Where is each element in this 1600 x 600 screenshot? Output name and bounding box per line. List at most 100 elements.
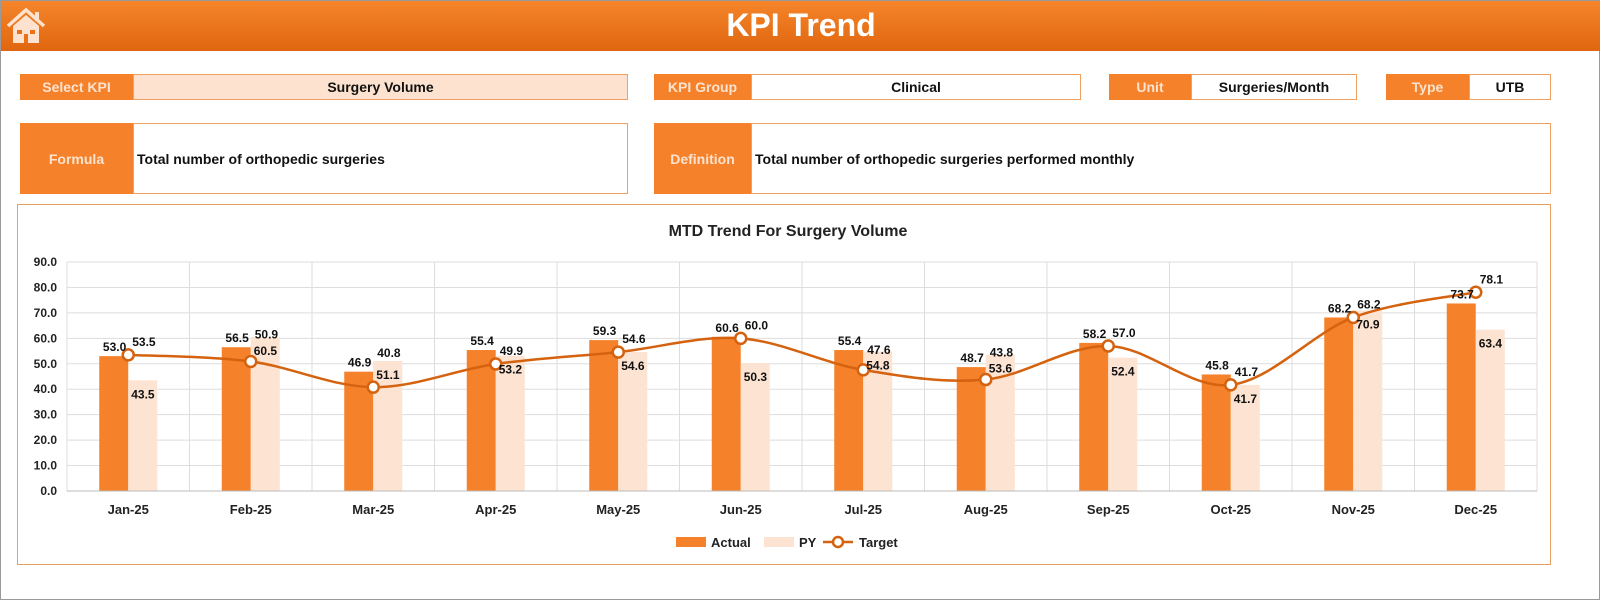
target-data-label: 53.5: [132, 335, 156, 349]
actual-data-label: 45.8: [1205, 358, 1229, 372]
x-tick-label: Nov-25: [1332, 502, 1375, 517]
target-marker: [1469, 285, 1483, 300]
target-data-label: 54.6: [622, 332, 646, 346]
target-data-label: 60.0: [745, 318, 769, 332]
actual-bar: [221, 347, 251, 491]
py-bar: [495, 355, 525, 491]
actual-bar: [589, 340, 619, 491]
chart-container: MTD Trend For Surgery Volume 43.5 53.0 53.…: [17, 204, 1551, 565]
target-marker: [856, 363, 870, 377]
x-tick-label: Jan-25: [108, 502, 149, 517]
y-tick-label: 60.0: [34, 331, 58, 345]
actual-bar: [1201, 374, 1231, 491]
unit-value: Surgeries/Month: [1191, 74, 1357, 100]
x-tick-label: Jun-25: [720, 502, 762, 517]
y-tick-label: 10.0: [34, 459, 58, 473]
definition-value: Total number of orthopedic surgeries per…: [751, 123, 1551, 194]
select-kpi-label: Select KPI: [20, 74, 133, 100]
legend-actual-label: Actual: [711, 535, 751, 550]
actual-bar: [466, 350, 496, 491]
actual-data-label: 55.4: [838, 334, 862, 348]
py-bar: [740, 363, 770, 491]
target-data-label: 40.8: [377, 346, 401, 360]
py-data-label: 53.2: [499, 363, 523, 377]
target-marker: [244, 354, 258, 369]
x-tick-label: Oct-25: [1211, 502, 1251, 517]
chart-title: MTD Trend For Surgery Volume: [669, 223, 908, 240]
x-tick-label: May-25: [596, 502, 640, 517]
actual-bar: [99, 356, 129, 491]
formula-label: Formula: [20, 123, 133, 194]
trend-chart: MTD Trend For Surgery Volume 43.5 53.0 53.…: [34, 223, 1538, 550]
actual-data-label: 53.0: [103, 340, 127, 354]
target-data-label: 78.1: [1480, 272, 1504, 286]
py-data-label: 53.6: [989, 362, 1013, 376]
type-label: Type: [1386, 74, 1469, 100]
target-data-label: 47.6: [867, 343, 891, 357]
actual-data-label: 46.9: [348, 356, 372, 370]
y-tick-label: 80.0: [34, 280, 58, 294]
y-tick-label: 30.0: [34, 408, 58, 422]
kpi-group-value: Clinical: [751, 74, 1081, 100]
actual-data-label: 73.7: [1450, 287, 1474, 301]
actual-data-label: 56.5: [225, 331, 249, 345]
actual-data-label: 59.3: [593, 324, 617, 338]
actual-data-label: 55.4: [470, 334, 494, 348]
legend-actual-swatch: [676, 537, 706, 547]
kpi-group-label: KPI Group: [654, 74, 751, 100]
py-bar: [1108, 357, 1138, 491]
actual-bar: [1079, 342, 1109, 491]
py-data-label: 60.5: [254, 344, 278, 358]
formula-value: Total number of orthopedic surgeries: [133, 123, 628, 194]
py-data-label: 52.4: [1111, 365, 1135, 379]
py-bar: [1475, 329, 1505, 491]
py-bar: [618, 352, 648, 491]
actual-data-label: 68.2: [1328, 301, 1352, 315]
y-tick-label: 40.0: [34, 382, 58, 396]
type-value: UTB: [1469, 74, 1551, 100]
actual-data-label: 58.2: [1083, 327, 1107, 341]
target-marker: [489, 357, 503, 371]
x-tick-label: Mar-25: [352, 502, 394, 517]
target-data-label: 68.2: [1357, 297, 1381, 311]
actual-bar: [1324, 317, 1354, 491]
x-tick-label: Sep-25: [1087, 502, 1130, 517]
x-tick-label: Apr-25: [475, 502, 516, 517]
home-icon[interactable]: [5, 7, 47, 45]
py-data-label: 43.5: [131, 387, 155, 401]
header-bar: KPI Trend: [1, 1, 1600, 51]
target-data-label: 41.7: [1235, 365, 1259, 379]
target-marker: [366, 380, 380, 394]
x-tick-label: Aug-25: [964, 502, 1008, 517]
target-marker: [611, 345, 625, 359]
target-marker: [1224, 378, 1238, 392]
page-title: KPI Trend: [726, 7, 876, 43]
y-tick-label: 50.0: [34, 357, 58, 371]
legend-target-marker: [831, 535, 845, 549]
py-data-label: 70.9: [1356, 318, 1380, 332]
select-kpi-dropdown[interactable]: Surgery Volume: [133, 74, 628, 100]
y-tick-label: 20.0: [34, 433, 58, 447]
legend-target-label: Target: [859, 535, 898, 550]
legend-py-swatch: [764, 537, 794, 547]
py-data-label: 50.3: [744, 370, 768, 384]
target-data-label: 49.9: [500, 344, 524, 358]
unit-label: Unit: [1109, 74, 1191, 100]
actual-bar: [1446, 303, 1476, 491]
actual-bar: [711, 336, 741, 491]
target-marker: [121, 348, 135, 362]
x-tick-label: Dec-25: [1454, 502, 1497, 517]
y-tick-label: 0.0: [40, 484, 57, 498]
actual-data-label: 60.6: [715, 321, 739, 335]
py-data-label: 41.7: [1234, 392, 1258, 406]
y-tick-label: 90.0: [34, 255, 58, 269]
x-tick-label: Jul-25: [844, 502, 882, 517]
x-tick-label: Feb-25: [230, 502, 272, 517]
target-marker: [734, 331, 748, 346]
definition-label: Definition: [654, 123, 751, 194]
target-marker: [979, 372, 993, 387]
target-marker: [1346, 310, 1360, 325]
py-data-label: 54.6: [621, 359, 645, 373]
py-data-label: 51.1: [376, 368, 400, 382]
target-data-label: 43.8: [990, 346, 1014, 360]
